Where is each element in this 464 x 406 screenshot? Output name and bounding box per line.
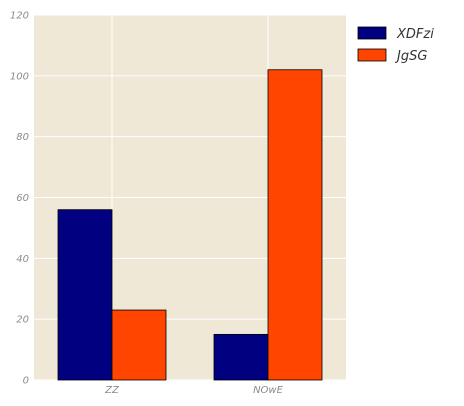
y-tick-label: 60 bbox=[16, 193, 29, 204]
y-tick-label: 0 bbox=[23, 376, 29, 387]
y-tick-label: 120 bbox=[10, 11, 29, 22]
legend-label: JgSG bbox=[394, 49, 427, 64]
y-tick-label: 100 bbox=[10, 71, 29, 82]
y-tick-label: 40 bbox=[16, 254, 29, 265]
bar-XDFzi-NOwE bbox=[213, 333, 269, 381]
bar-JgSG-ZZ bbox=[111, 309, 167, 381]
bar-JgSG-NOwE bbox=[267, 69, 323, 381]
legend-label: XDFzi bbox=[396, 27, 434, 42]
y-axis-ticks: 0 20 40 60 80 100 120 bbox=[10, 11, 29, 387]
y-tick-label: 80 bbox=[16, 132, 29, 143]
bars bbox=[57, 69, 323, 381]
legend-swatch bbox=[357, 26, 387, 40]
y-tick-label: 20 bbox=[16, 315, 29, 326]
legend: XDFzi JgSG bbox=[357, 26, 434, 64]
bar-XDFzi-ZZ bbox=[57, 209, 113, 381]
x-axis-ticks: ZZ NOwE bbox=[104, 385, 283, 396]
x-tick-label: ZZ bbox=[104, 385, 120, 396]
x-tick-label: NOwE bbox=[253, 385, 284, 396]
legend-swatch bbox=[357, 48, 387, 62]
